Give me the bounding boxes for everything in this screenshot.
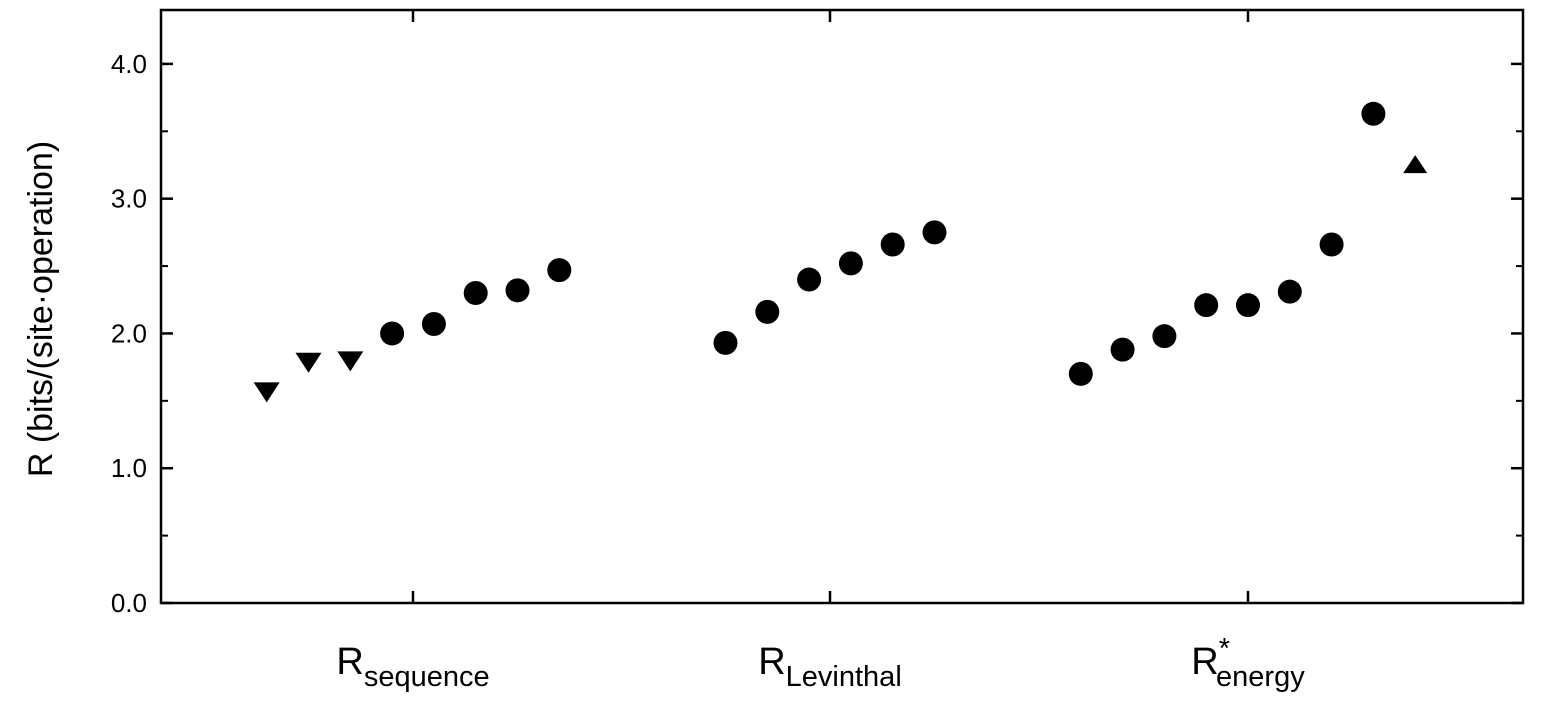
category-label: RLevinthal [758, 641, 902, 693]
y-tick-label: 4.0 [111, 49, 147, 79]
data-point-circle [755, 299, 780, 324]
y-tick-label: 2.0 [111, 318, 147, 348]
category-label: R* energy [1191, 633, 1305, 693]
data-point-circle [505, 278, 530, 303]
y-tick-label: 0.0 [111, 588, 147, 618]
data-point-triangle-up [1403, 155, 1428, 174]
y-tick-label: 1.0 [111, 453, 147, 483]
data-point-circle [1110, 337, 1135, 362]
data-point-circle [547, 258, 572, 283]
data-point-circle [922, 220, 947, 245]
data-point-circle [421, 312, 446, 337]
data-point-circle [380, 321, 405, 346]
x-axis-ticks [411, 10, 1250, 603]
data-point-circle [797, 267, 822, 292]
data-point-circle [1361, 101, 1386, 126]
data-point-circle [463, 281, 488, 306]
y-axis-label: R (bits/(site·operation) [22, 141, 60, 477]
data-point-circle [1194, 293, 1219, 318]
data-point-circle [1277, 279, 1302, 304]
category-labels: Rsequence RLevinthal R* energy [336, 633, 1305, 693]
data-point-circle [1236, 293, 1260, 318]
data-point-triangle-down [253, 382, 280, 403]
data-point-triangle-down [295, 352, 322, 373]
data-point-circle [1152, 324, 1177, 349]
y-axis-ticks: 0.0 1.0 2.0 3.0 4.0 [111, 49, 1523, 618]
data-point-triangle-down [337, 351, 364, 372]
data-point-circle [713, 330, 738, 355]
category-label: Rsequence [336, 641, 489, 693]
data-point-circle [838, 251, 863, 276]
y-tick-label: 3.0 [111, 184, 147, 214]
data-point-circle [1068, 361, 1093, 386]
data-point-circle [880, 232, 905, 257]
data-points [253, 101, 1428, 403]
plot-frame [159, 8, 1525, 605]
data-point-circle [1319, 232, 1344, 257]
